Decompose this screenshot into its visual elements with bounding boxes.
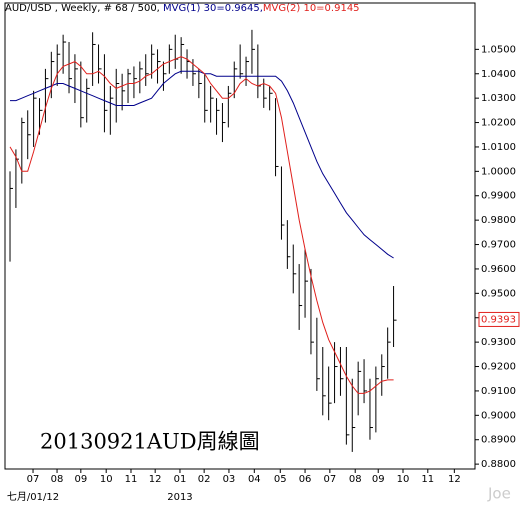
title-text: AUD/USD , Weekly, # 68 / 500, (5, 3, 163, 14)
x-tick-label: 10 (397, 474, 410, 485)
y-tick-label: 0.8900 (481, 435, 516, 446)
x-tick-label: 09 (372, 474, 385, 485)
y-tick-label: 0.9800 (481, 215, 516, 226)
y-tick-label: 0.9300 (481, 337, 516, 348)
x-tick-label: 08 (51, 474, 64, 485)
watermark: Joe (487, 485, 511, 503)
x-tick-label: 09 (74, 474, 87, 485)
x-tick-label: 12 (149, 474, 162, 485)
x-tick-label: 04 (248, 474, 261, 485)
y-tick-label: 0.9200 (481, 362, 516, 373)
y-tick-label: 0.9500 (481, 288, 516, 299)
y-tick-label: 0.8800 (481, 459, 516, 470)
y-tick-label: 1.0400 (481, 69, 516, 80)
y-tick-label: 0.9900 (481, 191, 516, 202)
x-period-label: 七月/01/12 (7, 491, 59, 503)
x-tick-label: 07 (27, 474, 40, 485)
x-period-label: 2013 (167, 492, 192, 503)
x-tick-label: 01 (174, 474, 187, 485)
y-tick-label: 1.0200 (481, 118, 516, 129)
x-tick-label: 03 (223, 474, 236, 485)
price-marker-label: 0.9393 (481, 314, 516, 325)
y-tick-label: 1.0100 (481, 142, 516, 153)
ma-line (10, 70, 394, 259)
y-tick-label: 0.9100 (481, 386, 516, 397)
x-tick-label: 10 (100, 474, 113, 485)
x-tick-label: 08 (349, 474, 362, 485)
annotation: 20130921AUD周線圖 (40, 430, 260, 454)
ma-line (9, 56, 394, 394)
x-tick-label: 11 (125, 474, 138, 485)
x-tick-label: 02 (198, 474, 211, 485)
x-tick-label: 05 (274, 474, 287, 485)
price-marker-box (478, 311, 520, 327)
y-tick-label: 1.0500 (481, 44, 516, 55)
x-tick-label: 12 (448, 474, 461, 485)
y-tick-label: 0.9600 (481, 264, 516, 275)
y-tick-label: 1.0000 (481, 166, 516, 177)
y-tick-label: 0.9700 (481, 240, 516, 251)
chart-title: AUD/USD , Weekly, # 68 / 500, MVG(1) 30=… (5, 3, 360, 14)
legend-entry: MVG(2) 10=0.9145 (263, 3, 360, 14)
plot-frame (4, 2, 476, 470)
x-tick-label: 06 (299, 474, 312, 485)
x-tick-label: 07 (323, 474, 336, 485)
y-tick-label: 0.9000 (481, 410, 516, 421)
x-tick-label: 11 (421, 474, 434, 485)
y-tick-label: 1.0300 (481, 93, 516, 104)
legend-entry: MVG(1) 30=0.9645, (163, 3, 263, 14)
